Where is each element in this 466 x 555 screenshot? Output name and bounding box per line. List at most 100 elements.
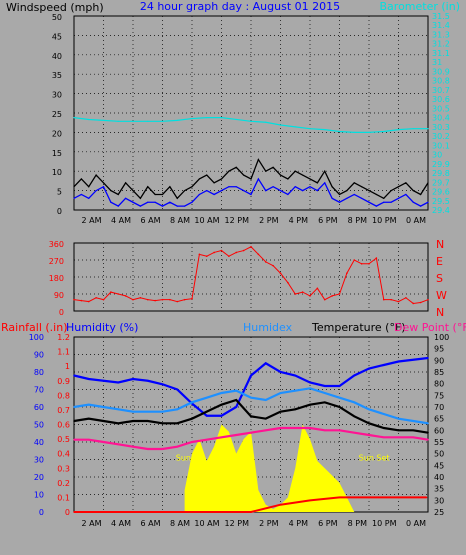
panel3-data-point — [338, 396, 341, 399]
panel2-data-point — [353, 259, 356, 261]
panel3-data-point — [264, 362, 267, 365]
panel1-data-point — [88, 118, 90, 121]
panel1-data-point — [427, 201, 429, 203]
panel2-data-point — [346, 272, 348, 275]
panel2-compass-label: S — [436, 272, 443, 285]
panel3-x-tick-label: 4 AM — [111, 519, 131, 528]
panel1-data-point — [412, 128, 414, 130]
panel2-data-point — [294, 293, 297, 295]
panel3-data-point — [382, 413, 385, 415]
panel2-data-point — [301, 291, 304, 293]
panel1-left-tick-label: 45 — [52, 32, 62, 41]
panel2-compass-label: N — [436, 238, 444, 251]
panel1-data-point — [206, 117, 208, 119]
panel3-data-point — [73, 406, 75, 408]
panel1-data-point — [324, 182, 326, 184]
panel3-data-point — [397, 360, 400, 363]
panel1-right-tick-label: 29.7 — [432, 178, 450, 187]
panel2-data-point — [338, 293, 341, 295]
panel1-data-point — [132, 201, 134, 203]
panel3-data-point — [117, 443, 120, 446]
panel1-data-point — [95, 190, 97, 192]
panel1-right-tick-label: 29.4 — [432, 206, 450, 215]
panel1-data-point — [117, 120, 119, 122]
panel1-data-point — [287, 178, 289, 180]
panel1-data-point — [324, 170, 326, 172]
panel2-data-point — [110, 291, 112, 293]
panel3-data-point — [397, 496, 400, 499]
panel3-temp-tick-label: 100 — [434, 333, 449, 342]
panel1-right-tick-label: 30.5 — [432, 104, 450, 113]
chart-title: 24 hour graph day : August 01 2015 — [140, 0, 340, 13]
panel1-data-point — [397, 186, 400, 188]
panel1-x-tick-label: 4 PM — [289, 216, 308, 225]
panel3-data-point — [87, 403, 90, 406]
panel3-data-point — [368, 408, 370, 411]
panel3-data-point — [397, 429, 400, 432]
panel1-x-tick-label: 0 AM — [406, 216, 426, 225]
panel3-x-tick-label: 6 AM — [140, 519, 160, 528]
panel3-humidity-tick-label: 20 — [34, 473, 44, 482]
panel1-data-point — [88, 197, 90, 199]
panel3-humidity-tick-label: 30 — [34, 456, 44, 465]
panel1-data-point — [169, 186, 171, 188]
panel1-right-tick-label: 29.8 — [432, 169, 450, 178]
panel1-data-point — [346, 197, 348, 199]
panel1-left-tick-label: 50 — [52, 13, 62, 22]
panel1-data-point — [176, 205, 178, 207]
panel3-data-point — [235, 406, 238, 408]
panel2-data-point — [390, 298, 392, 301]
panel1-right-tick-label: 30.1 — [432, 141, 450, 150]
panel2-data-point — [272, 264, 274, 267]
panel3-humidity-tick-label: 100 — [29, 333, 44, 342]
panel1-data-point — [265, 190, 267, 192]
panel3-data-point — [279, 371, 282, 373]
panel3-data-point — [176, 408, 179, 411]
panel1-data-point — [338, 193, 341, 196]
panel1-x-tick-label: 12 PM — [225, 216, 250, 225]
panel2-data-point — [228, 255, 230, 258]
panel1-data-point — [279, 190, 282, 192]
panel1-data-point — [220, 190, 223, 192]
panel2-data-point — [139, 296, 142, 299]
panel3-x-tick-label: 8 PM — [348, 519, 367, 528]
panel2-data-point — [287, 281, 289, 284]
panel1-left-tick-label: 35 — [52, 71, 62, 80]
panel1-x-tick-label: 2 PM — [259, 216, 278, 225]
panel2-data-point — [132, 298, 134, 301]
panel2-data-point — [220, 249, 223, 252]
panel1-data-point — [132, 120, 134, 122]
panel3-data-point — [309, 427, 311, 429]
panel2-left-tick-label: 270 — [49, 257, 64, 266]
panel3-temp-tick-label: 25 — [434, 508, 444, 517]
panel3-data-point — [161, 422, 164, 425]
panel3-data-point — [146, 410, 149, 413]
panel3-data-point — [73, 374, 75, 377]
panel1-x-tick-label: 10 PM — [372, 216, 397, 225]
panel3-legend-label: Humidity (%) — [66, 321, 138, 334]
panel1-data-point — [279, 124, 282, 126]
panel1-data-point — [294, 186, 296, 188]
panel2-data-point — [419, 301, 422, 304]
panel2-data-point — [405, 296, 407, 299]
panel1-left-tick-label: 0 — [57, 207, 62, 216]
panel1-data-point — [361, 186, 363, 188]
panel3-data-point — [161, 448, 164, 450]
panel3-data-point — [353, 415, 356, 418]
panel3-data-point — [294, 408, 297, 411]
panel1-data-point — [102, 119, 105, 121]
panel3-rain-tick-label: 0.2 — [57, 479, 70, 488]
panel3-data-point — [264, 399, 267, 401]
panel2-compass-label: W — [436, 289, 447, 302]
panel2-data-point — [205, 255, 208, 258]
sun-set-label: Sun Set — [359, 454, 390, 463]
panel3-temp-tick-label: 35 — [434, 485, 444, 494]
panel3-data-point — [87, 378, 90, 380]
panel3-data-point — [279, 427, 282, 429]
panel3-data-point — [250, 431, 252, 434]
panel1-left-tick-label: 20 — [52, 129, 62, 138]
panel3-data-point — [427, 422, 429, 425]
panel2-data-point — [412, 302, 415, 305]
panel2-data-point — [176, 300, 179, 303]
